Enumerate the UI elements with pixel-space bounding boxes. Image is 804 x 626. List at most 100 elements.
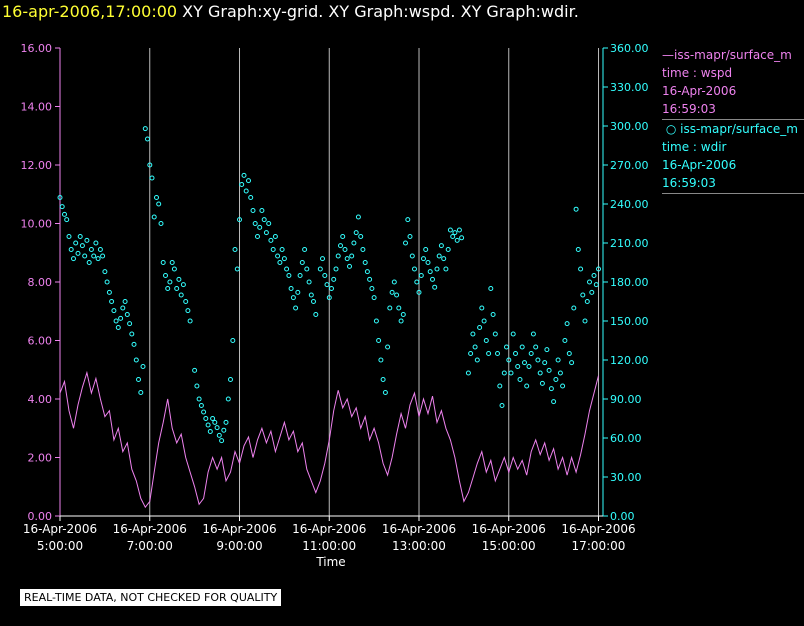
wdir-point-28 bbox=[120, 305, 126, 311]
wdir-point-172 bbox=[447, 227, 453, 233]
wdir-point-60 bbox=[194, 383, 200, 389]
wdir-point-73 bbox=[223, 419, 229, 425]
wdir-point-59 bbox=[192, 367, 198, 373]
wdir-point-180 bbox=[470, 331, 476, 337]
wdir-point-140 bbox=[376, 338, 382, 343]
wdir-point-167 bbox=[436, 253, 442, 259]
wdir-point-160 bbox=[421, 256, 426, 262]
wdir-point-200 bbox=[515, 364, 521, 369]
wdir-point-155 bbox=[409, 253, 415, 259]
wdir-point-177 bbox=[459, 235, 465, 241]
wdir-point-37 bbox=[140, 364, 146, 369]
wdir-point-179 bbox=[468, 351, 474, 356]
wdir-point-221 bbox=[562, 338, 568, 343]
x-tick-time-6: 17:00:00 bbox=[572, 539, 626, 553]
wdir-point-206 bbox=[528, 351, 534, 356]
y-left-tick-label-8: 16.00 bbox=[21, 42, 53, 55]
wdir-point-76 bbox=[230, 338, 236, 343]
wdir-point-222 bbox=[564, 321, 570, 327]
wdir-point-220 bbox=[560, 383, 566, 389]
wdir-point-151 bbox=[400, 312, 406, 317]
wdir-point-96 bbox=[275, 253, 281, 259]
wdir-point-72 bbox=[221, 427, 227, 433]
x-tick-time-5: 15:00:00 bbox=[482, 539, 536, 553]
wdir-point-77 bbox=[232, 247, 238, 252]
wdir-point-192 bbox=[497, 383, 503, 389]
y-left-tick-label-5: 10.00 bbox=[21, 218, 53, 231]
wdir-point-136 bbox=[367, 276, 373, 282]
wdir-point-132 bbox=[358, 234, 364, 239]
series-1 bbox=[57, 126, 601, 444]
wdir-point-232 bbox=[587, 279, 592, 285]
wdir-point-13 bbox=[86, 260, 92, 265]
title-timestamp: 16-apr-2006,17:00:00 bbox=[2, 2, 178, 21]
series-0 bbox=[59, 370, 599, 509]
wdir-point-62 bbox=[198, 403, 204, 408]
wdir-point-191 bbox=[495, 351, 500, 356]
wdir-point-162 bbox=[425, 260, 431, 265]
wdir-point-233 bbox=[589, 289, 595, 295]
wdir-point-152 bbox=[403, 240, 408, 246]
x-tick-date-4: 16-Apr-2006 bbox=[382, 522, 456, 536]
wdir-point-166 bbox=[434, 266, 440, 272]
wdir-point-23 bbox=[109, 299, 115, 304]
y-right-tick-label-10: 300.00 bbox=[610, 120, 649, 133]
wdir-point-18 bbox=[97, 247, 103, 252]
wdir-point-170 bbox=[443, 266, 449, 272]
wdir-point-88 bbox=[257, 224, 263, 230]
legend-entry-wdir: ○ iss-mapr/surface_m time : wdir 16-Apr-… bbox=[662, 120, 804, 194]
wdir-point-65 bbox=[205, 422, 211, 428]
wdir-point-216 bbox=[551, 399, 557, 405]
wdir-point-120 bbox=[331, 276, 337, 282]
y-left-tick-label-7: 14.00 bbox=[21, 101, 53, 114]
wdir-point-186 bbox=[483, 338, 489, 343]
wdir-point-112 bbox=[311, 299, 316, 304]
y-right-tick-label-8: 240.00 bbox=[610, 198, 649, 211]
wdir-point-139 bbox=[373, 318, 379, 324]
wdir-point-126 bbox=[344, 256, 350, 262]
wdir-point-84 bbox=[248, 195, 254, 200]
wspd-line bbox=[59, 370, 599, 509]
x-tick-time-4: 13:00:00 bbox=[392, 539, 446, 553]
wdir-point-38 bbox=[142, 126, 148, 132]
y-right-tick-label-9: 270.00 bbox=[610, 159, 649, 172]
series-area bbox=[57, 126, 601, 509]
x-tick-time-1: 7:00:00 bbox=[127, 539, 173, 553]
y-right-tick-label-1: 30.00 bbox=[610, 471, 642, 484]
wdir-point-127 bbox=[347, 263, 352, 269]
legend-wdir-var: time : wdir bbox=[662, 140, 727, 154]
wdir-point-106 bbox=[297, 273, 303, 278]
wdir-point-182 bbox=[474, 357, 480, 363]
wdir-point-228 bbox=[578, 266, 584, 272]
wdir-point-78 bbox=[234, 266, 240, 272]
circle-marker-icon: ○ bbox=[662, 122, 681, 136]
y-right-tick-label-3: 90.00 bbox=[610, 393, 642, 406]
y-left-tick-label-2: 4.00 bbox=[28, 393, 53, 406]
wdir-point-171 bbox=[445, 247, 451, 252]
x-tick-time-3: 11:00:00 bbox=[302, 539, 356, 553]
wdir-point-15 bbox=[91, 253, 97, 259]
wdir-point-211 bbox=[539, 380, 545, 386]
wdir-point-187 bbox=[486, 351, 492, 356]
wdir-point-229 bbox=[580, 292, 586, 298]
wdir-point-17 bbox=[95, 256, 101, 262]
title-graph-list: XY Graph:xy-grid. XY Graph:wspd. XY Grap… bbox=[177, 2, 579, 21]
y-left-tick-label-1: 2.00 bbox=[28, 452, 53, 465]
wdir-point-70 bbox=[216, 432, 222, 438]
wdir-point-92 bbox=[266, 221, 272, 226]
wdir-point-141 bbox=[378, 357, 384, 363]
wdir-point-9 bbox=[77, 234, 83, 239]
wdir-point-134 bbox=[362, 260, 368, 265]
wdir-point-143 bbox=[382, 390, 388, 395]
wdir-point-124 bbox=[340, 234, 346, 239]
wdir-point-230 bbox=[582, 318, 588, 324]
wdir-point-219 bbox=[557, 370, 563, 376]
legend-wdir-date: 16-Apr-2006 bbox=[662, 158, 737, 172]
y-right-tick-label-5: 150.00 bbox=[610, 315, 649, 328]
wdir-point-24 bbox=[111, 308, 117, 314]
legend-entry-wspd: —iss-mapr/surface_m time : wspd 16-Apr-2… bbox=[662, 46, 804, 120]
wdir-point-212 bbox=[542, 360, 548, 366]
y-right-tick-label-2: 60.00 bbox=[610, 432, 642, 445]
wdir-point-135 bbox=[364, 269, 370, 275]
